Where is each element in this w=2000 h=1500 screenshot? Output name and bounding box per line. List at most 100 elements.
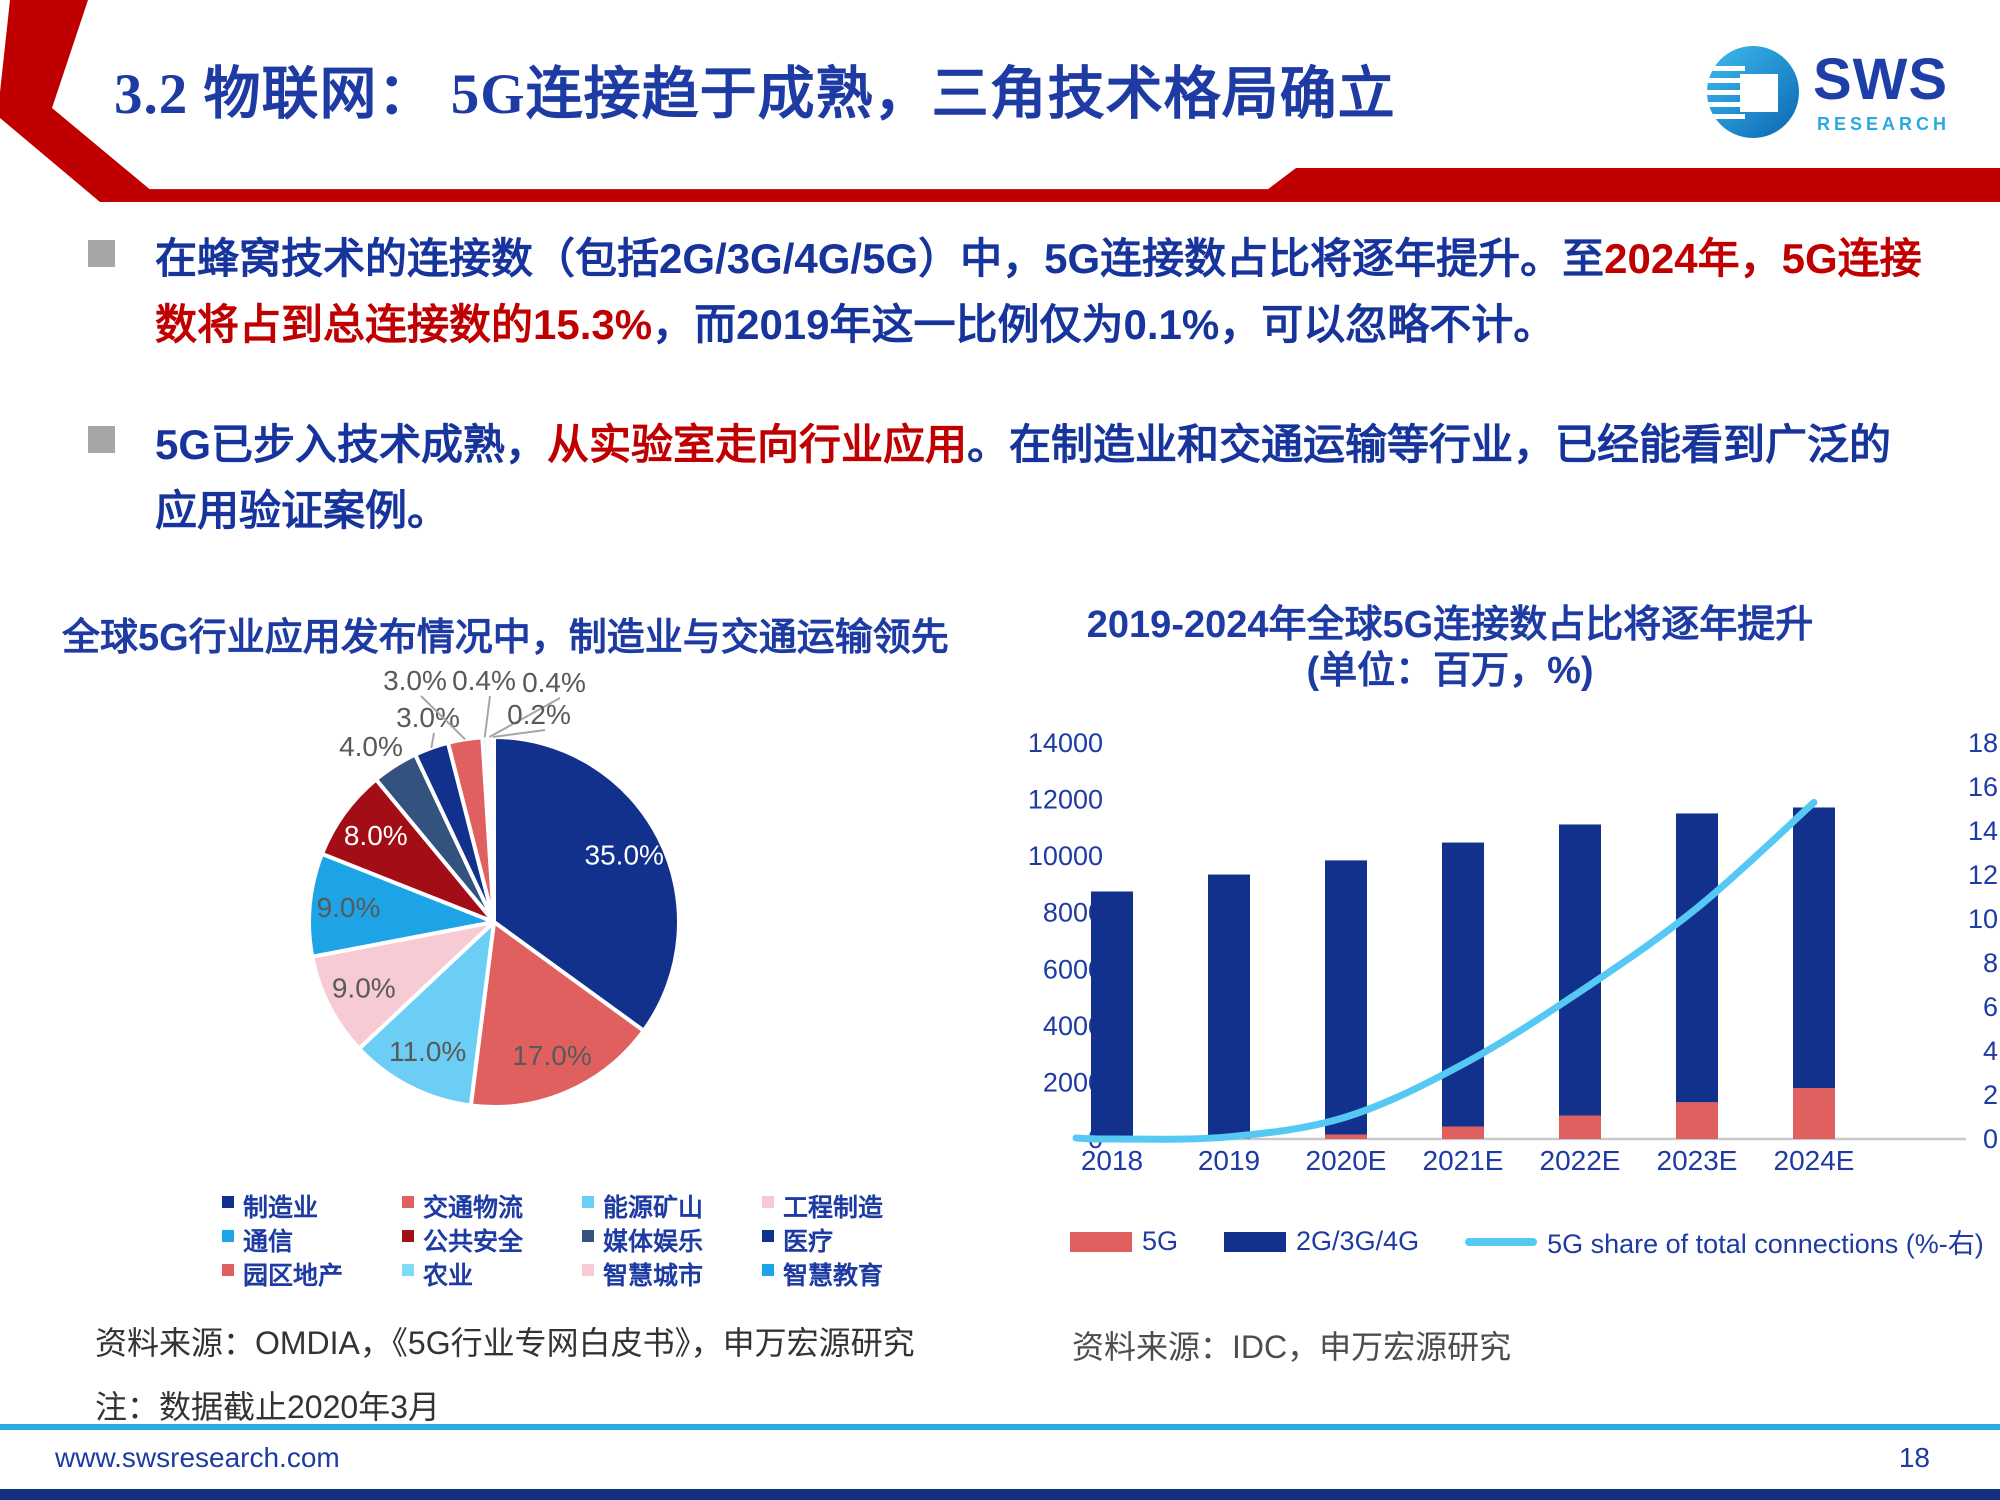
bar-2024E-5g bbox=[1793, 1088, 1835, 1139]
pie-legend-item-农业: 农业 bbox=[402, 1256, 582, 1290]
pie-callout-label: 0.4% bbox=[452, 665, 516, 696]
bullet-text: 5G已步入技术成熟，从实验室走向行业应用。在制造业和交通运输等行业，已经能看到广… bbox=[155, 412, 1928, 544]
bullet-text-segment: 2024年，5G连接数将占到总连接数的15.3% bbox=[155, 235, 1922, 348]
pie-leader-line bbox=[492, 729, 546, 738]
bar-legend-item: 5G share of total connections (%-右) bbox=[1465, 1222, 1984, 1261]
footer-website-link[interactable]: www.swsresearch.com bbox=[55, 1442, 340, 1473]
right-axis-tick-label: 10 bbox=[1968, 904, 1998, 934]
logo-sub-text: RESEARCH bbox=[1817, 114, 1951, 134]
pie-legend-item-园区地产: 园区地产 bbox=[222, 1256, 402, 1290]
legend-label: 通信 bbox=[243, 1228, 294, 1256]
pie-slice-制造业 bbox=[492, 735, 681, 1033]
sws-logo: SWS RESEARCH bbox=[1705, 40, 1965, 160]
legend-swatch-icon bbox=[582, 1196, 594, 1208]
bar-chart-title-line2: (单位：百万，%) bbox=[1306, 650, 1594, 693]
bar-2019-2g3g4g bbox=[1208, 874, 1250, 1139]
legend-label: 5G share of total connections (%-右) bbox=[1547, 1229, 1984, 1259]
legend-label: 交通物流 bbox=[423, 1194, 524, 1222]
pie-chart-title: 全球5G行业应用发布情况中，制造业与交通运输领先 bbox=[62, 617, 949, 659]
pie-date-note: 注：数据截止2020年3月 bbox=[95, 1389, 440, 1425]
legend-label: 能源矿山 bbox=[603, 1194, 704, 1222]
pie-slice-智慧教育 bbox=[489, 735, 496, 924]
pie-data-label: 8.0% bbox=[344, 820, 408, 851]
right-axis-tick-label: 18 bbox=[1968, 728, 1998, 758]
pie-chart: 35.0%17.0%11.0%9.0%9.0%8.0%4.0%3.0%3.0% 0… bbox=[307, 665, 681, 1109]
right-axis-tick-label: 16 bbox=[1968, 772, 1998, 802]
bar-chart-title-line1: 2019-2024年全球5G连接数占比将逐年提升 bbox=[1086, 604, 1814, 646]
pie-callout-label: 0.4% bbox=[522, 667, 586, 698]
legend-label: 5G bbox=[1142, 1226, 1179, 1256]
x-axis-category-label: 2020E bbox=[1306, 1145, 1387, 1176]
bar-legend-item: 5G bbox=[1070, 1226, 1178, 1257]
bar-2024E-2g3g4g bbox=[1793, 807, 1835, 1089]
pie-slice-能源矿山 bbox=[357, 920, 496, 1108]
pie-legend-item-公共安全: 公共安全 bbox=[402, 1222, 582, 1256]
bar-2022E-2g3g4g bbox=[1559, 824, 1601, 1116]
pie-slice-工程制造 bbox=[310, 920, 496, 1051]
bar-chart-title: 2019-2024年全球5G连接数占比将逐年提升 (单位：百万，%) bbox=[1000, 602, 1900, 695]
pie-data-label: 9.0% bbox=[332, 972, 396, 1003]
pie-legend-item-通信: 通信 bbox=[222, 1222, 402, 1256]
pie-legend-item-制造业: 制造业 bbox=[222, 1188, 402, 1222]
right-axis-tick-label: 6 bbox=[1983, 992, 1998, 1022]
left-axis-tick-label: 10000 bbox=[1028, 841, 1103, 871]
bullet-text: 在蜂窝技术的连接数（包括2G/3G/4G/5G）中，5G连接数占比将逐年提升。至… bbox=[155, 226, 1928, 358]
pie-legend-item-智慧教育: 智慧教育 bbox=[762, 1256, 942, 1290]
right-axis-tick-label: 14 bbox=[1968, 816, 1998, 846]
pie-legend-item-交通物流: 交通物流 bbox=[402, 1188, 582, 1222]
bar-2023E-5g bbox=[1676, 1102, 1718, 1139]
legend-swatch-icon bbox=[222, 1230, 234, 1242]
header-red-band bbox=[128, 168, 2000, 202]
legend-label: 媒体娱乐 bbox=[603, 1228, 704, 1256]
pie-slice-通信 bbox=[307, 851, 496, 959]
pie-slice-交通物流 bbox=[468, 920, 646, 1109]
bar-2021E-5g bbox=[1442, 1126, 1484, 1139]
pie-data-label: 9.0% bbox=[317, 892, 381, 923]
bullet-item-1: 在蜂窝技术的连接数（包括2G/3G/4G/5G）中，5G连接数占比将逐年提升。至… bbox=[88, 226, 1928, 358]
legend-swatch-icon bbox=[402, 1196, 414, 1208]
bullet-square-icon bbox=[88, 240, 115, 267]
bullet-list: 在蜂窝技术的连接数（包括2G/3G/4G/5G）中，5G连接数占比将逐年提升。至… bbox=[88, 226, 1928, 598]
x-axis-category-label: 2024E bbox=[1774, 1145, 1855, 1176]
legend-label: 工程制造 bbox=[783, 1194, 884, 1222]
logo-brand-text: SWS bbox=[1813, 47, 1949, 112]
pie-leader-line bbox=[483, 695, 491, 738]
legend-label: 公共安全 bbox=[423, 1228, 524, 1256]
pie-source-note: 资料来源：OMDIA，《5G行业专网白皮书》，申万宏源研究 bbox=[95, 1325, 915, 1361]
page-title: 3.2 物联网： 5G连接趋于成熟，三角技术格局确立 bbox=[114, 63, 1396, 126]
bar-2020E-5g bbox=[1325, 1134, 1367, 1139]
pie-leader-line bbox=[488, 697, 561, 738]
bullet-text-segment: ，而2019年这一比例仅为0.1%，可以忽略不计。 bbox=[652, 300, 1556, 348]
bullet-text-segment: 在蜂窝技术的连接数（包括2G/3G/4G/5G）中，5G连接数占比将逐年提升。至 bbox=[155, 235, 1605, 282]
page-number: 18 bbox=[1898, 1442, 1930, 1473]
legend-bar-swatch-icon bbox=[1070, 1231, 1132, 1252]
left-axis-tick-label: 12000 bbox=[1028, 785, 1103, 815]
legend-line-swatch-icon bbox=[1465, 1237, 1538, 1246]
legend-swatch-icon bbox=[222, 1264, 234, 1276]
pie-callout-label: 4.0% bbox=[339, 731, 403, 762]
bar-line-chart: 0200040006000800010000120001400002468101… bbox=[1028, 728, 1998, 1176]
pie-legend: 制造业 交通物流 能源矿山 工程制造通信 公共安全 媒体娱乐 医疗园区地产 农业 智慧城市 智慧教… bbox=[222, 1188, 942, 1290]
bar-2023E-2g3g4g bbox=[1676, 813, 1718, 1103]
legend-swatch-icon bbox=[762, 1230, 774, 1242]
legend-swatch-icon bbox=[762, 1196, 774, 1208]
5g-share-line bbox=[1072, 798, 1818, 1143]
pie-leader-line bbox=[430, 732, 435, 749]
pie-legend-item-医疗: 医疗 bbox=[762, 1222, 942, 1256]
x-axis-category-label: 2022E bbox=[1540, 1145, 1621, 1176]
pie-data-label: 11.0% bbox=[389, 1036, 466, 1067]
legend-swatch-icon bbox=[222, 1196, 234, 1208]
legend-label: 2G/3G/4G bbox=[1296, 1226, 1420, 1256]
right-axis-tick-label: 8 bbox=[1983, 948, 1998, 978]
legend-label: 智慧城市 bbox=[603, 1262, 704, 1290]
bullet-text-segment: 5G已步入技术成熟， bbox=[155, 420, 548, 468]
pie-callout-label: 3.0% bbox=[383, 665, 447, 696]
right-axis-tick-label: 0 bbox=[1983, 1124, 1998, 1154]
pie-legend-item-媒体娱乐: 媒体娱乐 bbox=[582, 1222, 762, 1256]
pie-data-label: 17.0% bbox=[512, 1040, 591, 1071]
legend-label: 园区地产 bbox=[243, 1262, 344, 1290]
x-axis-category-label: 2019 bbox=[1198, 1145, 1260, 1176]
x-axis-category-label: 2023E bbox=[1657, 1145, 1738, 1176]
legend-bar-swatch-icon bbox=[1224, 1231, 1287, 1252]
